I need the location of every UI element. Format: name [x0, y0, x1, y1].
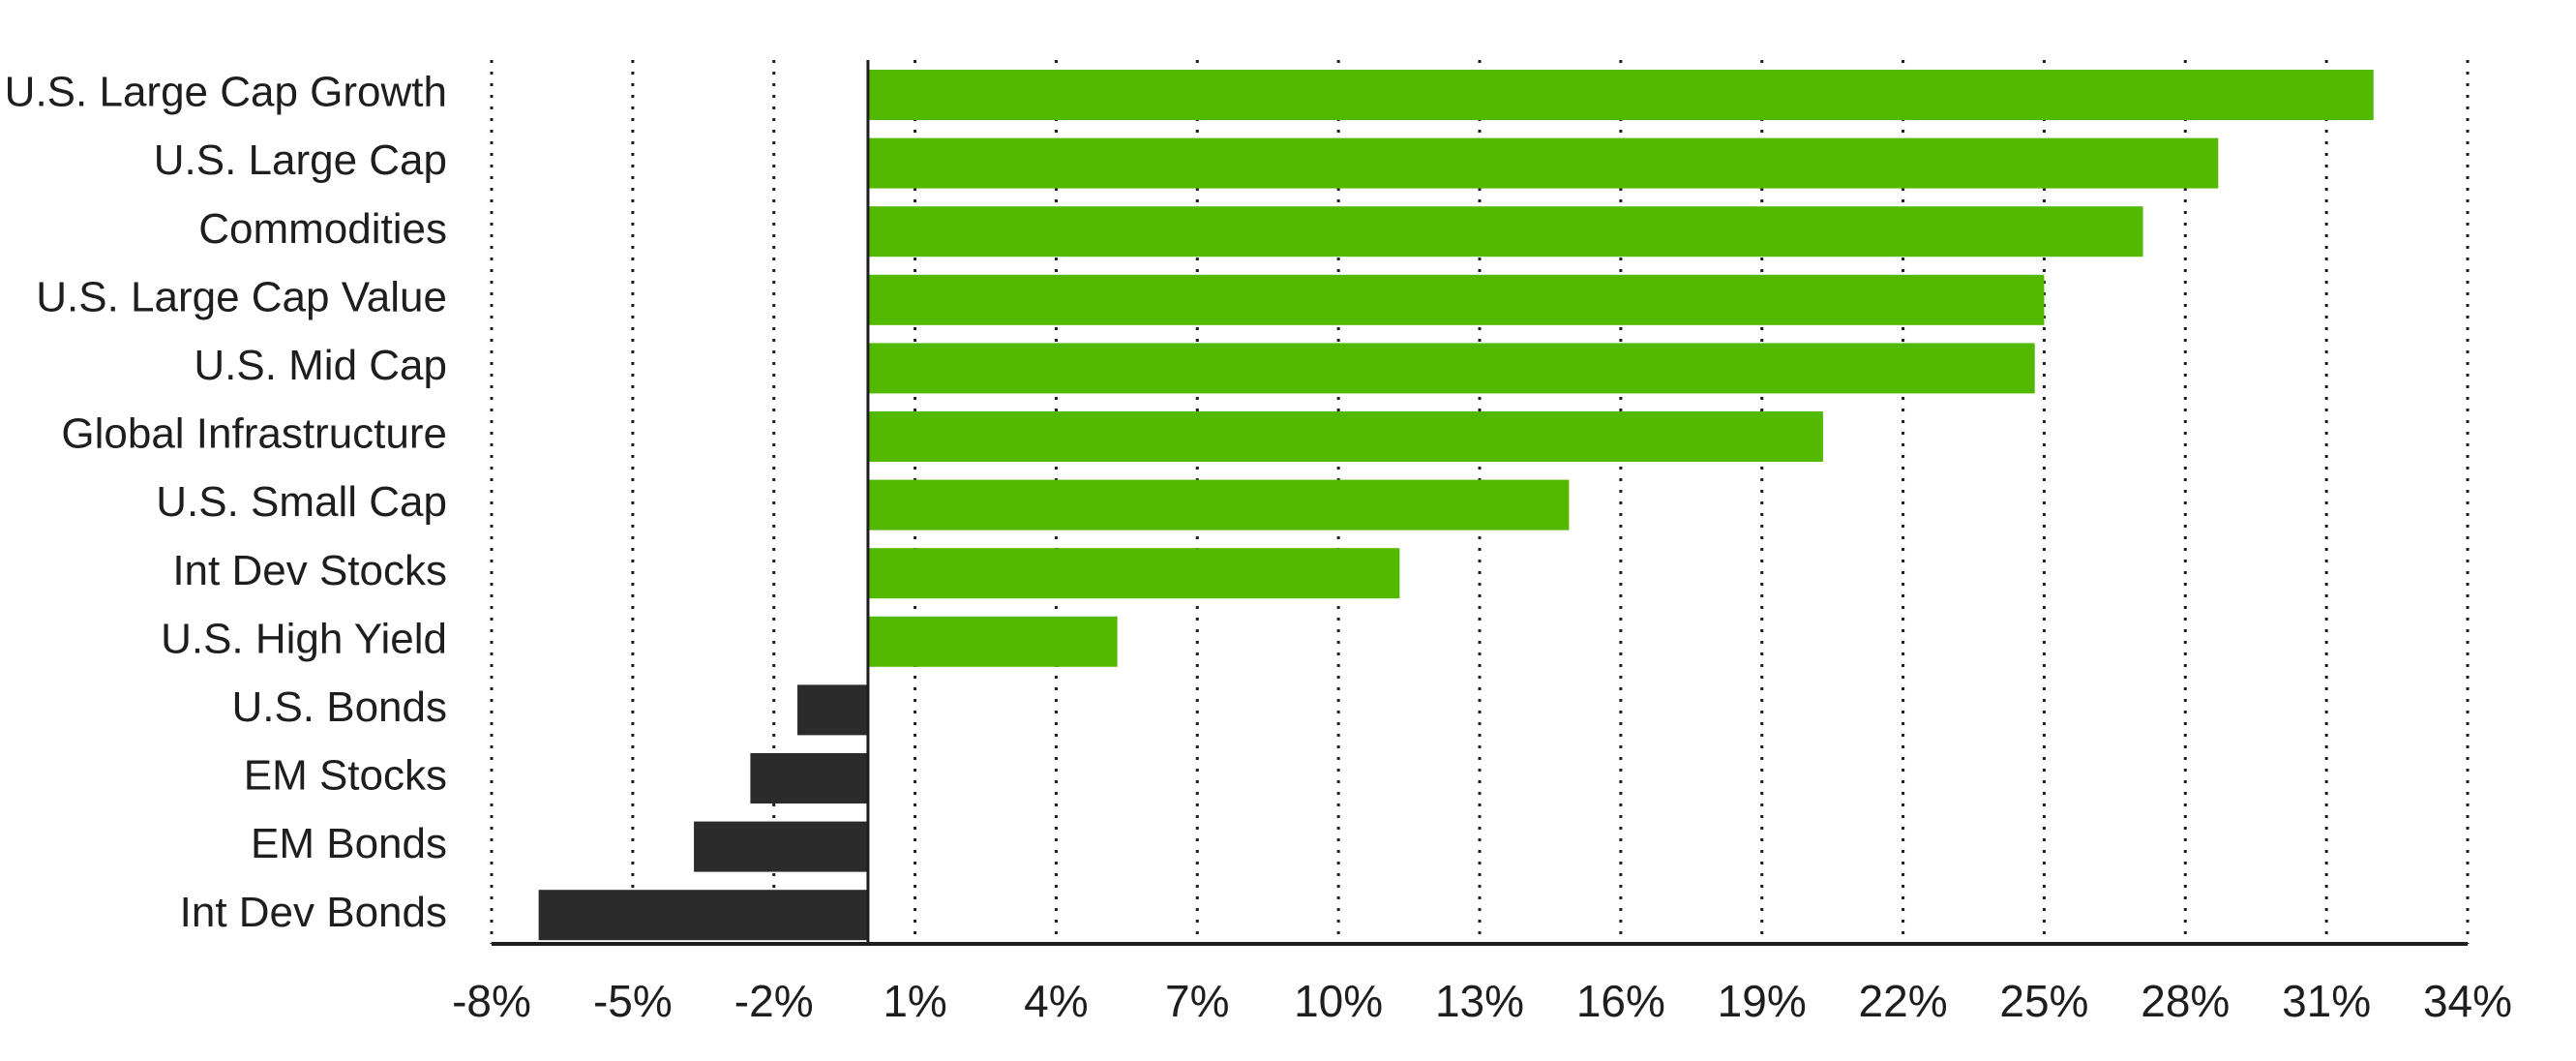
x-tick-label: 22%	[1859, 976, 1948, 1026]
category-label: U.S. Mid Cap	[194, 342, 447, 389]
category-label: Commodities	[198, 205, 447, 253]
category-label: EM Stocks	[244, 752, 447, 800]
category-label: U.S. Large Cap	[154, 136, 447, 184]
bar	[867, 206, 2143, 258]
x-tick-labels: -8% -5% -2% 1% 4% 7% 10% 13% 16% 19% 22% 25% 28% 31% 3…	[452, 976, 2512, 1026]
bars	[538, 70, 2374, 941]
bar	[867, 343, 2035, 394]
category-label: U.S. Small Cap	[156, 478, 447, 526]
bar	[797, 684, 868, 736]
category-label: U.S. Large Cap Growth	[5, 69, 447, 116]
bar	[867, 548, 1400, 599]
x-tick-label: 34%	[2423, 976, 2512, 1026]
bar	[867, 616, 1118, 667]
category-label: Global Infrastructure	[61, 410, 447, 458]
bar	[867, 411, 1823, 462]
x-tick-label: 31%	[2282, 976, 2371, 1026]
x-tick-label: 28%	[2141, 976, 2230, 1026]
category-label: U.S. Bonds	[231, 683, 447, 731]
x-tick-label: 7%	[1165, 976, 1229, 1026]
bar	[538, 890, 868, 941]
x-tick-label: 4%	[1024, 976, 1088, 1026]
x-tick-label: 10%	[1294, 976, 1383, 1026]
x-tick-label: -2%	[734, 976, 814, 1026]
axes	[492, 60, 2468, 946]
category-label: U.S. High Yield	[161, 615, 447, 662]
x-tick-label: -5%	[593, 976, 673, 1026]
category-label: EM Bonds	[251, 820, 447, 867]
x-tick-label: 1%	[883, 976, 946, 1026]
category-label: Int Dev Stocks	[172, 547, 447, 594]
bar	[867, 274, 2045, 325]
category-labels: U.S. Large Cap Growth U.S. Large Cap Commo…	[5, 69, 447, 936]
x-tick-label: 13%	[1435, 976, 1524, 1026]
bar	[867, 70, 2374, 120]
x-tick-label: -8%	[452, 976, 531, 1026]
bar	[694, 821, 868, 872]
category-label: U.S. Large Cap Value	[36, 273, 447, 320]
bar	[867, 137, 2219, 189]
x-tick-label: 16%	[1576, 976, 1665, 1026]
category-label: Int Dev Bonds	[180, 889, 447, 936]
x-tick-label: 19%	[1718, 976, 1807, 1026]
bar	[750, 753, 868, 803]
x-tick-label: 25%	[1999, 976, 2088, 1026]
bar	[867, 479, 1570, 530]
